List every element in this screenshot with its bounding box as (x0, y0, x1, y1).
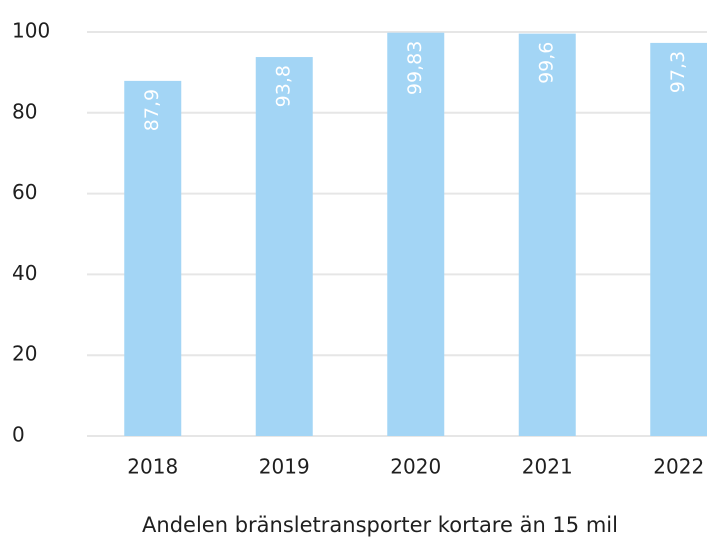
y-tick-label: 80 (12, 99, 37, 123)
x-tick-label: 2018 (127, 455, 178, 479)
y-tick-label: 20 (12, 342, 37, 366)
bar (387, 32, 445, 436)
y-tick-label: 0 (12, 423, 25, 447)
bar (255, 57, 313, 436)
bar (518, 33, 576, 437)
bar (650, 42, 707, 437)
x-tick-label: 2019 (259, 455, 310, 479)
value-label: 99,83 (404, 41, 426, 95)
y-tick-label: 100 (12, 19, 50, 43)
bar (124, 80, 182, 436)
x-tick-label: 2022 (653, 455, 704, 479)
value-label: 99,6 (536, 42, 558, 84)
value-label: 97,3 (667, 51, 689, 93)
x-axis-label: Andelen bränsletransporter kortare än 15… (142, 513, 618, 537)
y-tick-label: 60 (12, 180, 37, 204)
value-label: 87,9 (141, 89, 163, 131)
value-label: 93,8 (273, 65, 295, 107)
x-tick-label: 2021 (522, 455, 573, 479)
x-tick-label: 2020 (390, 455, 441, 479)
y-tick-label: 40 (12, 261, 37, 285)
